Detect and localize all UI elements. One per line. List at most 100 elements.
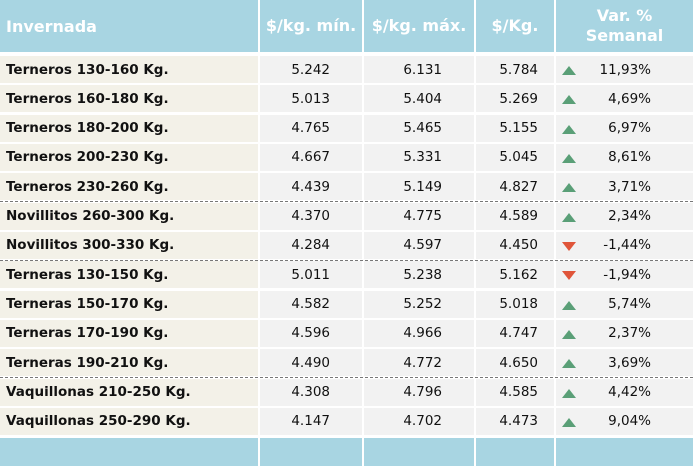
price-cell: 5.331 (364, 143, 474, 171)
row-label: Terneros 200-230 Kg. (0, 143, 258, 171)
row-label: Vaquillonas 210-250 Kg. (0, 378, 258, 406)
price-cell: 5.018 (476, 290, 554, 318)
price-cell: 4.147 (260, 407, 362, 435)
price-cell: 5.404 (364, 85, 474, 113)
price-cell: 4.450 (476, 231, 554, 259)
price-cell: 5.045 (476, 143, 554, 171)
price-cell: 4.650 (476, 349, 554, 377)
variation-cell: 6,97% (556, 114, 693, 142)
variation-value: -1,94% (603, 266, 651, 283)
variation-cell: 8,61% (556, 143, 693, 171)
price-cell: 4.827 (476, 173, 554, 201)
variation-cell: 11,93% (556, 56, 693, 83)
price-cell: 4.966 (364, 319, 474, 347)
variation-value: 3,69% (608, 354, 651, 371)
price-cell: 4.439 (260, 173, 362, 201)
footer-band (556, 438, 693, 466)
price-cell: 4.582 (260, 290, 362, 318)
arrow-up (562, 95, 576, 105)
column-header: $/Kg. (476, 0, 554, 52)
arrow-up (562, 388, 576, 398)
price-cell: 4.596 (260, 319, 362, 347)
variation-value: 11,93% (599, 61, 651, 78)
price-cell: 4.667 (260, 143, 362, 171)
arrow-up (562, 300, 576, 310)
row-label: Terneros 130-160 Kg. (0, 56, 258, 83)
arrow-up (562, 66, 576, 75)
price-cell: 5.013 (260, 85, 362, 113)
variation-value: -1,44% (603, 237, 651, 254)
variation-cell: 5,74% (556, 290, 693, 318)
row-label: Novillitos 300-330 Kg. (0, 231, 258, 259)
variation-cell: 2,37% (556, 319, 693, 347)
price-cell: 4.702 (364, 407, 474, 435)
price-cell: 4.473 (476, 407, 554, 435)
arrow-down (562, 271, 576, 281)
row-label: Terneras 130-150 Kg. (0, 261, 258, 289)
variation-value: 6,97% (608, 120, 651, 137)
row-label: Terneras 190-210 Kg. (0, 349, 258, 377)
row-label: Vaquillonas 250-290 Kg. (0, 407, 258, 435)
arrow-up (562, 124, 576, 134)
row-label: Terneros 230-260 Kg. (0, 173, 258, 201)
arrow-up (562, 359, 576, 369)
variation-cell: 9,04% (556, 407, 693, 435)
variation-value: 4,42% (608, 384, 651, 401)
arrow-up (562, 153, 576, 163)
variation-cell: 4,42% (556, 378, 693, 406)
arrow-up (562, 183, 576, 193)
variation-value: 9,04% (608, 413, 651, 430)
arrow-up (562, 417, 576, 427)
variation-value: 2,37% (608, 325, 651, 342)
price-cell: 4.775 (364, 202, 474, 230)
arrow-down (562, 241, 576, 251)
price-cell: 5.242 (260, 56, 362, 83)
footer-band (0, 438, 258, 466)
arrow-up (562, 212, 576, 222)
group-separator (0, 377, 693, 379)
price-cell: 4.490 (260, 349, 362, 377)
price-cell: 5.238 (364, 261, 474, 289)
column-header: Invernada (0, 0, 258, 52)
variation-cell: 3,71% (556, 173, 693, 201)
footer-band (260, 438, 362, 466)
variation-value: 5,74% (608, 296, 651, 313)
price-cell: 4.589 (476, 202, 554, 230)
price-cell: 4.284 (260, 231, 362, 259)
price-cell: 5.149 (364, 173, 474, 201)
variation-value: 3,71% (608, 178, 651, 195)
variation-value: 8,61% (608, 149, 651, 166)
price-cell: 5.252 (364, 290, 474, 318)
variation-cell: 2,34% (556, 202, 693, 230)
column-header: $/kg. máx. (364, 0, 474, 52)
column-header: $/kg. mín. (260, 0, 362, 52)
price-cell: 4.597 (364, 231, 474, 259)
price-cell: 5.269 (476, 85, 554, 113)
price-cell: 4.772 (364, 349, 474, 377)
price-cell: 4.370 (260, 202, 362, 230)
price-cell: 5.011 (260, 261, 362, 289)
footer-band (364, 438, 474, 466)
variation-value: 2,34% (608, 208, 651, 225)
group-separator (0, 259, 693, 261)
price-cell: 4.308 (260, 378, 362, 406)
row-label: Terneras 150-170 Kg. (0, 290, 258, 318)
variation-cell: 3,69% (556, 349, 693, 377)
variation-value: 4,69% (608, 90, 651, 107)
column-header: Var. % Semanal (556, 0, 693, 52)
price-cell: 4.747 (476, 319, 554, 347)
price-cell: 5.162 (476, 261, 554, 289)
price-cell: 5.465 (364, 114, 474, 142)
row-label: Terneras 170-190 Kg. (0, 319, 258, 347)
row-label: Terneros 160-180 Kg. (0, 85, 258, 113)
group-separator (0, 201, 693, 203)
price-cell: 4.765 (260, 114, 362, 142)
variation-cell: -1,44% (556, 231, 693, 259)
price-cell: 4.585 (476, 378, 554, 406)
variation-cell: -1,94% (556, 261, 693, 289)
price-cell: 4.796 (364, 378, 474, 406)
arrow-up (562, 329, 576, 339)
footer-band (476, 438, 554, 466)
price-cell: 6.131 (364, 56, 474, 83)
